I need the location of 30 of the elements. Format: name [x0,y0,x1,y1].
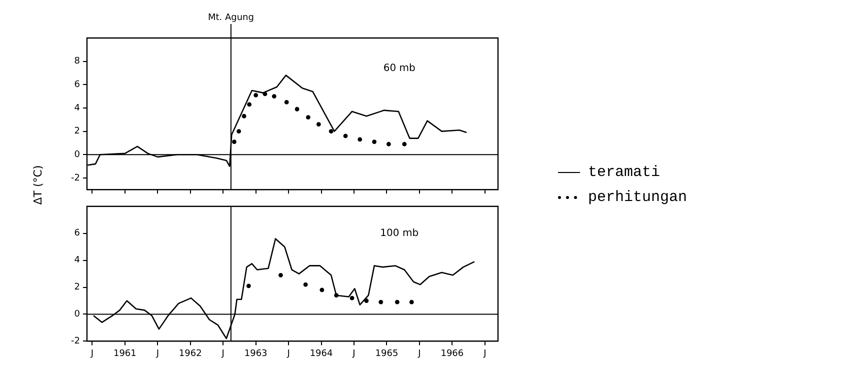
y-tick-label: -2 [70,173,80,184]
annotation: 60 mb [383,62,416,74]
y-axis-title: ΔT (°C) [32,165,44,205]
x-tick-label: 1962 [178,348,202,359]
x-tick-label: 1961 [113,348,136,359]
x-tick-label: J [417,348,421,359]
x-tick-label: 1966 [440,348,464,359]
x-tick-label: 1963 [244,348,268,359]
y-tick-label: 2 [74,282,80,293]
annotation: 100 mb [380,228,419,239]
y-tick-label: 0 [74,310,80,320]
y-tick-label: 6 [74,80,80,90]
legend-label: teramati [588,164,660,181]
x-tick-label: J [90,348,94,359]
x-tick-label: J [220,348,224,359]
x-tick-label: J [352,348,356,359]
legend-label: perhitungan [588,189,688,206]
y-tick-label: 4 [74,103,80,114]
y-tick-label: -2 [70,336,80,347]
y-tick-label: 4 [74,256,80,266]
y-tick-label: 0 [74,150,80,160]
y-tick-label: 8 [74,56,80,67]
x-tick-label: 1965 [375,348,398,359]
y-tick-label: 6 [74,228,80,239]
x-tick-label: 1964 [310,348,334,359]
x-tick-label: J [286,348,290,359]
x-tick-label: J [155,348,159,359]
x-tick-label: J [482,348,486,359]
ref-line-label: Mt. Agung [208,12,254,23]
y-tick-label: 2 [74,126,80,137]
